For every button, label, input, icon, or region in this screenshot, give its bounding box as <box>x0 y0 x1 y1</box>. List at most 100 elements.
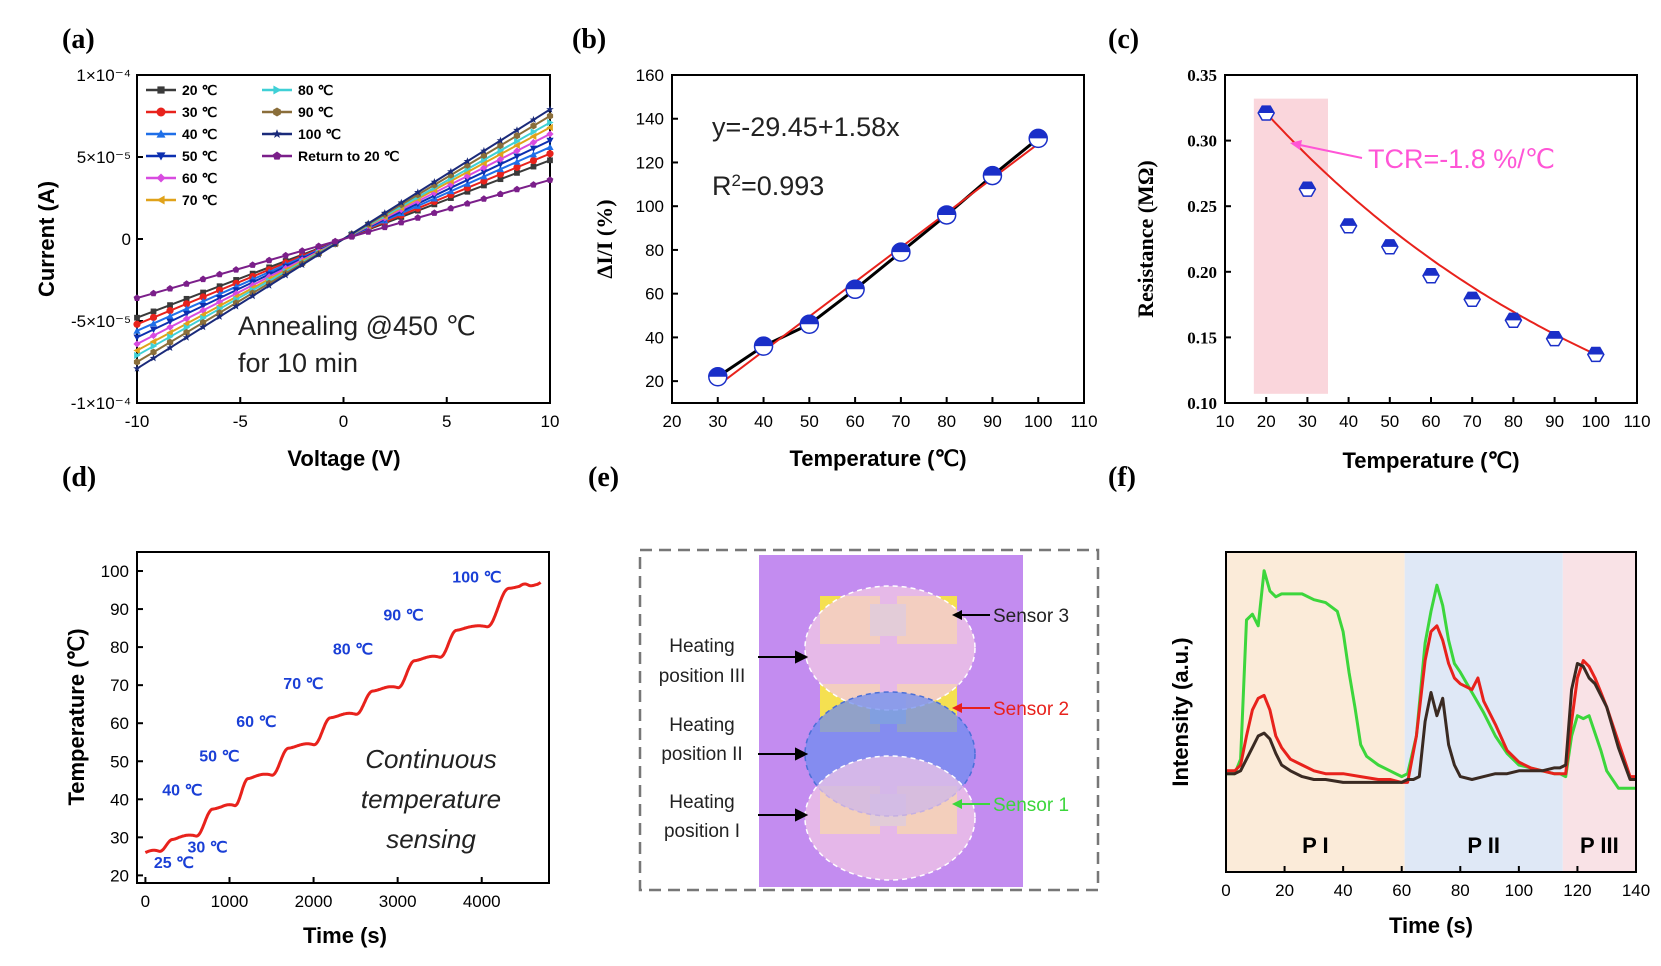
chart-a-point <box>216 283 223 290</box>
chart-a-series <box>133 176 554 301</box>
chart-a-point <box>414 197 422 205</box>
chart-b-xtick-label: 70 <box>891 412 910 431</box>
chart-a-point <box>529 132 537 141</box>
chart-a-point <box>216 270 223 278</box>
chart-a-point <box>447 167 455 175</box>
chart-d-xlabel: Time (s) <box>303 923 387 948</box>
chart-f-series-line <box>1226 662 1636 784</box>
chart-b-xtick-label: 40 <box>754 412 773 431</box>
chart-a-point <box>464 188 471 195</box>
chart-a-point <box>513 158 521 165</box>
chart-a-point <box>546 137 554 145</box>
chart-d-annotation-1: Continuous <box>365 744 497 774</box>
chart-a-point <box>232 266 240 273</box>
chart-c-point-fill <box>1464 292 1481 300</box>
chart-a-point <box>480 195 488 202</box>
chart-c-fit-curve <box>1265 112 1597 356</box>
chart-a-point <box>183 328 190 337</box>
chart-a-point <box>166 318 174 326</box>
chart-b-point-fill <box>891 243 910 253</box>
chart-a-point <box>447 204 455 212</box>
chart-f-xtick-label: 0 <box>1221 881 1230 900</box>
chart-a-point <box>150 342 158 350</box>
chart-a-point <box>281 271 290 279</box>
chart-a-point <box>149 337 157 346</box>
chart-a-point <box>496 136 505 144</box>
chart-a-point <box>298 261 306 269</box>
legend-marker <box>273 85 282 95</box>
chart-f-xlabel: Time (s) <box>1389 913 1473 938</box>
chart-b-ytick-label: 80 <box>645 241 664 260</box>
chart-b-fit-equation: y=-29.45+1.58x <box>712 112 900 142</box>
chart-a-point <box>134 314 140 321</box>
chart-d-step-label: 100 ℃ <box>452 569 501 586</box>
chart-a-point <box>133 320 141 328</box>
chart-b-r2-prefix: R <box>712 171 732 201</box>
chart-a-point <box>513 141 520 149</box>
chart-c-point-fill <box>1340 218 1357 226</box>
chart-a-point <box>216 286 224 294</box>
legend-marker <box>156 152 166 161</box>
chart-a-point <box>513 153 521 160</box>
chart-a-point <box>497 146 505 155</box>
chart-a: -10 -5 0 5 10 1×10⁻⁴ 5×10⁻⁵ 0 -5×10⁻⁵ -1×10⁻⁴ 20 … <box>34 66 559 471</box>
chart-a-point <box>133 334 141 341</box>
chart-a-point <box>150 289 157 297</box>
chart-a-point <box>513 163 521 171</box>
diagram-e-frame <box>638 548 1100 892</box>
chart-a-point <box>150 348 157 356</box>
chart-a-point <box>364 228 372 235</box>
chart-a-point <box>481 182 487 189</box>
legend-label: 30 ℃ <box>182 104 217 120</box>
chart-a-point <box>166 312 174 320</box>
heating-position-3 <box>804 585 976 711</box>
chart-a-point <box>248 292 257 300</box>
chart-a-point <box>529 145 538 153</box>
chart-a-point <box>529 138 538 147</box>
chart-b-ytick-label: 120 <box>636 153 664 172</box>
panel-label-b: (b) <box>572 24 606 55</box>
sensor-arrows <box>952 610 990 809</box>
chart-a-point <box>530 128 538 136</box>
chart-d-step-label: 30 ℃ <box>187 840 227 857</box>
chart-b-xtick-label: 60 <box>846 412 865 431</box>
chart-d-ytick-label: 50 <box>110 752 129 771</box>
chart-a-point <box>166 323 174 331</box>
heating-3-label-line1: Heating <box>669 636 735 657</box>
chart-a-point <box>464 200 471 207</box>
chart-a-point <box>182 333 191 341</box>
chart-a-point <box>133 327 141 334</box>
chart-a-point <box>546 130 554 138</box>
chart-a-point <box>182 300 191 308</box>
chart-a-point <box>166 338 174 346</box>
chart-a-point <box>182 310 191 318</box>
chart-c-ytick-label: 0.10 <box>1187 394 1217 413</box>
chart-a-point <box>315 242 323 249</box>
chart-b-point-fill <box>983 166 1002 176</box>
chart-f-xtick-label: 40 <box>1334 881 1353 900</box>
chart-a-point <box>199 275 207 283</box>
chart-a-point <box>514 137 521 145</box>
chart-a-point <box>513 185 521 193</box>
chart-c-xtick-label: 100 <box>1582 412 1610 431</box>
chart-a-point <box>546 150 554 158</box>
heating-3-label-line2: position III <box>659 666 746 687</box>
chart-b-ytick-label: 160 <box>636 66 664 85</box>
chart-a-point <box>199 323 207 331</box>
chart-d-ytick-label: 90 <box>110 600 129 619</box>
chart-a-point <box>133 364 141 372</box>
chart-f-phase-label: P II <box>1467 833 1500 858</box>
chart-a-point <box>463 157 472 165</box>
chart-d-annotation-2: temperature <box>361 784 501 814</box>
chart-b-xtick-label: 110 <box>1070 412 1097 431</box>
chart-c-xtick-label: 50 <box>1380 412 1399 431</box>
chart-a-point <box>513 126 521 134</box>
chart-a-point <box>530 122 537 130</box>
chart-a-point <box>530 163 537 170</box>
legend-label: 50 ℃ <box>182 148 217 164</box>
chart-d-ytick-label: 60 <box>110 714 129 733</box>
chart-b-ytick-label: 140 <box>636 110 664 129</box>
chart-a-point <box>547 118 554 127</box>
chart-a-point <box>496 170 505 178</box>
